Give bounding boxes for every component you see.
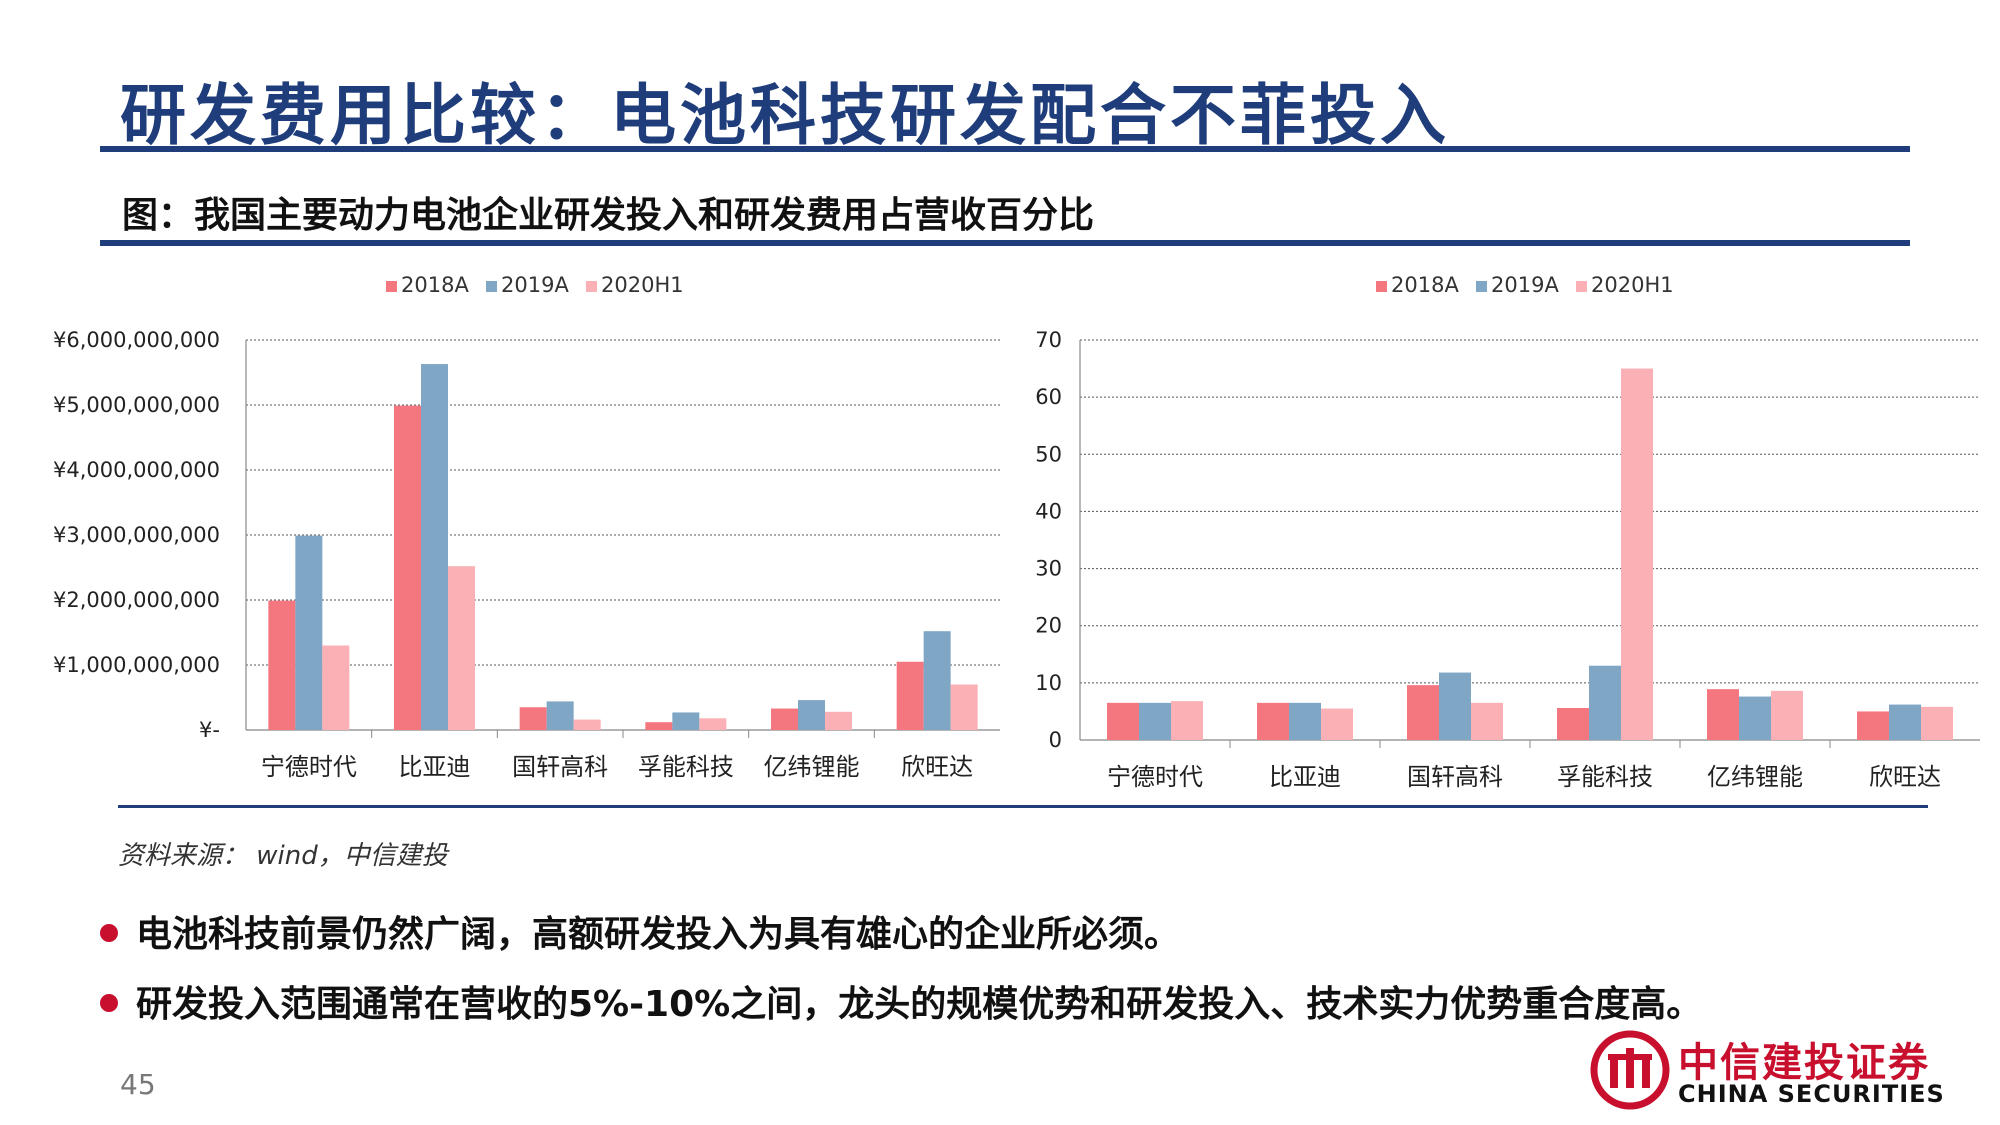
rd-expense-chart: 2018A 2019A 2020H1 ¥- ¥1,000,000,000 ¥2,000,0… [53,273,1000,781]
bullet-text: 研发投入范围通常在营收的5%-10%之间，龙头的规模优势和研发投入、技术实力优势… [136,984,1703,1025]
bar [825,711,852,730]
bullet-text: 电池科技前景仍然广阔，高额研发投入为具有雄心的企业所必须。 [136,914,1181,955]
y-tick-label: 40 [1035,499,1062,523]
x-tick-label: 宁德时代 [261,753,357,781]
bar [1589,665,1621,740]
y-tick-label: 0 [1049,728,1062,752]
bar [1771,690,1803,740]
bar [394,405,421,730]
bar [1139,702,1171,740]
bullet-item: 电池科技前景仍然广阔，高额研发投入为具有雄心的企业所必须。 [100,905,1180,957]
bar [1471,702,1503,740]
y-tick-label: 50 [1035,442,1062,466]
company-logo: 中信建投证券 CHINA SECURITIES [1590,1030,1944,1110]
logo-text-en: CHINA SECURITIES [1678,1080,1945,1108]
y-tick-label: ¥- [199,718,220,742]
source-divider [118,805,1928,808]
bar [1439,672,1471,740]
page-number: 45 [120,1068,156,1101]
x-tick-label: 国轩高科 [1407,763,1503,791]
legend-label: 2020H1 [601,273,684,297]
y-tick-label: 30 [1035,557,1062,581]
bar [1289,702,1321,740]
bar [1171,701,1203,740]
y-tick-label: ¥4,000,000,000 [53,458,220,482]
source-note: 资料来源： wind，中信建投 [118,841,448,871]
bar [519,707,547,730]
bullet-item: 研发投入范围通常在营收的5%-10%之间，龙头的规模优势和研发投入、技术实力优势… [100,975,1702,1027]
bar [950,684,978,730]
bar [1321,708,1353,740]
x-tick-label: 亿纬锂能 [1707,763,1803,791]
y-tick-label: ¥3,000,000,000 [53,523,220,547]
y-tick-label: 60 [1035,385,1062,409]
bar [1857,711,1889,740]
legend-swatch [586,281,597,292]
x-tick-label: 欣旺达 [901,753,973,781]
x-tick-label: 比亚迪 [1269,763,1341,791]
bar [421,364,448,730]
legend-label: 2018A [401,273,469,297]
y-tick-label: 20 [1035,614,1062,638]
figure-caption: 图：我国主要动力电池企业研发投入和研发费用占营收百分比 [122,195,1095,236]
y-tick-label: ¥5,000,000,000 [53,393,220,417]
bar [798,700,825,730]
x-tick-label: 国轩高科 [512,753,608,781]
bar [1621,368,1653,740]
legend-swatch [386,281,397,292]
bar [771,708,798,730]
bar [573,719,601,730]
legend-label: 2018A [1391,273,1459,297]
y-tick-label: ¥2,000,000,000 [53,588,220,612]
bar [1889,704,1921,740]
bar [645,722,673,730]
legend-swatch [1376,281,1387,292]
bar [1107,702,1139,740]
logo-emblem-icon [1590,1030,1670,1110]
bar [546,701,574,730]
title-divider [100,146,1910,152]
page-title: 研发费用比较：电池科技研发配合不菲投入 [120,77,1450,154]
legend-swatch [1476,281,1487,292]
bar [1407,685,1439,740]
x-tick-label: 比亚迪 [399,753,471,781]
y-tick-label: 70 [1035,328,1062,352]
bar [322,645,350,730]
bar [1739,696,1771,740]
rd-ratio-chart: 2018A 2019A 2020H1 0 10 20 30 40 50 60 70 宁德时代 比亚迪 国轩… [1035,273,1980,791]
bullet-dot [100,924,118,942]
bar [896,661,924,730]
bar [295,535,323,730]
bar [1921,706,1953,740]
legend-label: 2019A [1491,273,1559,297]
legend-swatch [486,281,497,292]
x-tick-label: 宁德时代 [1107,763,1203,791]
y-tick-label: 10 [1035,671,1062,695]
x-tick-label: 欣旺达 [1869,763,1941,791]
bar [923,631,951,730]
caption-divider [100,240,1910,246]
bar [268,600,296,730]
bar [448,566,475,730]
bar [1707,689,1739,740]
legend-swatch [1576,281,1587,292]
bullet-dot [100,994,118,1012]
legend-label: 2020H1 [1591,273,1674,297]
legend-label: 2019A [501,273,569,297]
x-tick-label: 孚能科技 [638,753,734,781]
y-tick-label: ¥6,000,000,000 [53,328,220,352]
x-tick-label: 孚能科技 [1557,763,1653,791]
bar [1257,702,1289,740]
y-tick-label: ¥1,000,000,000 [53,653,220,677]
bar [672,712,700,730]
x-tick-label: 亿纬锂能 [764,753,860,781]
logo-text-cn: 中信建投证券 [1678,1040,1930,1086]
bar [1557,708,1589,740]
bar [699,718,727,730]
